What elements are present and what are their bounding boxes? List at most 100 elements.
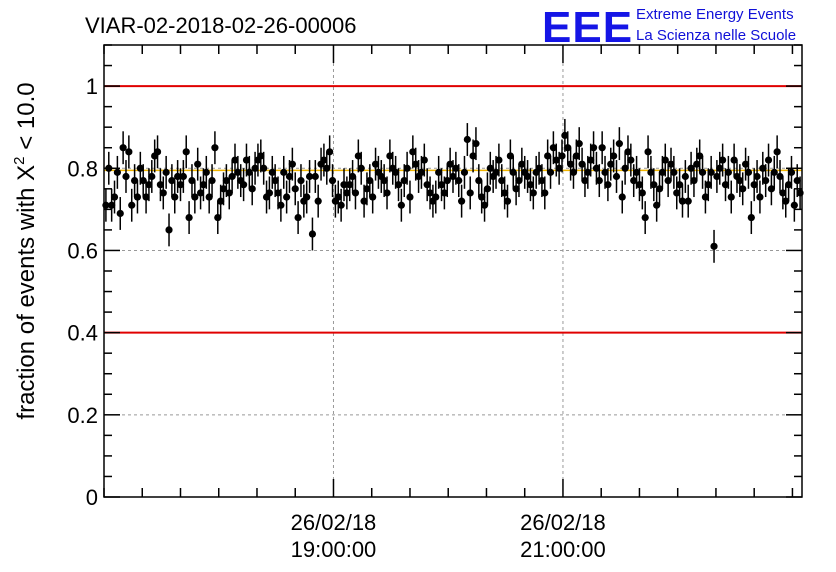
data-point [604,181,612,189]
data-point [744,168,753,176]
data-point [159,189,167,197]
data-point [277,201,285,209]
data-point [349,172,357,181]
data-point [116,209,124,218]
data-point [437,181,446,189]
data-point [475,177,483,185]
data-point [145,181,153,189]
data-point [630,177,638,185]
data-point [647,168,655,176]
data-point [655,185,664,193]
data-point [383,189,391,197]
data-point [653,201,661,209]
plot-frame [103,44,803,498]
data-point [351,189,360,197]
data-point [584,168,592,176]
data-point [343,189,351,197]
data-point [363,185,371,193]
data-point [549,144,557,152]
data-point [412,160,420,168]
data-point [480,201,489,209]
y-axis-label-main: fraction of events with [13,181,40,420]
data-point [245,168,253,176]
data-point [506,152,514,160]
y-tick-label: 0 [86,485,98,510]
data-point [676,181,684,189]
data-point [713,172,721,181]
data-point [199,181,208,189]
data-point [217,197,225,205]
data-point [569,168,578,176]
data-point [658,168,667,176]
data-point [762,177,770,185]
data-point [174,172,182,181]
data-point [690,177,698,185]
data-point [558,152,566,160]
data-point [498,177,506,185]
data-point [661,156,669,164]
y-tick-labels: 0 0.2 0.4 0.6 0.8 1 [67,74,98,510]
data-point [354,152,362,160]
data-point [518,160,526,168]
data-point [182,148,190,156]
data-point [693,160,701,168]
data-point [552,156,560,164]
data-point [133,193,142,201]
data-point [153,148,162,156]
data-point [168,177,176,185]
data-point [179,172,187,181]
data-point [225,189,233,197]
data-point [211,144,219,152]
data-point [592,164,601,172]
data-point [684,197,692,205]
data-point [632,168,641,176]
data-point [328,177,337,185]
data-point [311,172,319,181]
data-point [326,148,334,156]
data-point [125,148,133,156]
data-point [555,164,563,172]
data-point [392,168,400,176]
data-point [397,201,405,209]
data-point [128,201,136,209]
data-point [280,168,288,176]
data-point [386,152,394,160]
data-point [139,177,147,185]
data-point [572,152,580,160]
data-point [380,177,388,185]
data-point [231,156,239,164]
data-point [624,148,632,156]
y-tick-label: 0.2 [67,403,98,428]
data-point [400,177,408,185]
y-tick-label: 0.4 [67,321,98,346]
data-point [756,193,764,201]
data-point [776,172,784,181]
data-point [257,152,265,160]
data-point [541,189,549,197]
data-point [176,181,185,189]
data-point [426,189,434,197]
data-point [523,172,532,181]
data-point [564,144,572,152]
data-point [346,181,354,189]
data-point [303,193,311,201]
data-point [148,172,156,181]
data-point [271,177,279,185]
data-point [460,168,469,176]
data-point [673,189,681,197]
data-point [627,156,635,164]
data-point [612,172,621,181]
data-point [205,193,213,201]
data-point [122,172,130,181]
data-point [793,177,801,185]
data-point [535,164,543,172]
data-point [435,168,443,176]
data-point [782,197,790,205]
data-point [698,168,707,176]
data-point [162,168,170,176]
data-point [503,197,512,205]
data-point [371,160,380,168]
data-point [472,140,480,148]
data-point [638,189,646,197]
